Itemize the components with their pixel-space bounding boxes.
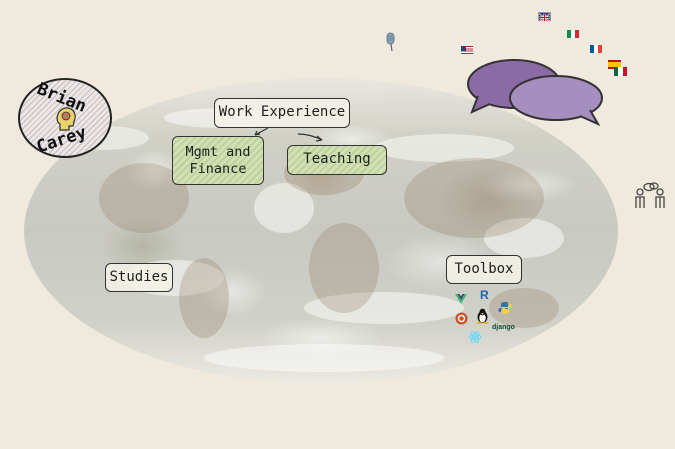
vue-icon[interactable] bbox=[455, 290, 467, 304]
mexico-flag-icon[interactable] bbox=[614, 67, 627, 76]
studies-label: Studies bbox=[109, 268, 169, 285]
work-experience-node[interactable]: Work Experience bbox=[214, 98, 350, 128]
r-lang-label: R bbox=[480, 288, 489, 302]
mgmt-finance-label-line1: Mgmt and bbox=[185, 143, 251, 160]
work-experience-label: Work Experience bbox=[218, 104, 346, 121]
python-icon[interactable] bbox=[498, 300, 512, 314]
italy-flag-icon[interactable] bbox=[567, 30, 579, 38]
mgmt-finance-node[interactable]: Mgmt and Finance bbox=[172, 136, 264, 185]
studies-node[interactable]: Studies bbox=[105, 263, 173, 292]
teaching-label: Teaching bbox=[303, 151, 371, 168]
teaching-node[interactable]: Teaching bbox=[287, 145, 387, 175]
linux-tux-icon[interactable] bbox=[476, 308, 489, 324]
django-label: django bbox=[492, 324, 515, 331]
world-map-background bbox=[24, 78, 618, 384]
uk-flag-icon[interactable] bbox=[538, 12, 551, 22]
gear-tool-icon[interactable] bbox=[455, 310, 468, 325]
toolbox-node[interactable]: Toolbox bbox=[446, 255, 522, 284]
brain-head-icon bbox=[56, 107, 76, 131]
france-flag-icon[interactable] bbox=[590, 45, 602, 53]
r-lang-icon[interactable]: R bbox=[480, 288, 494, 302]
people-talking-icon[interactable] bbox=[632, 182, 668, 210]
brian-carey-logo[interactable]: Brian Carey bbox=[18, 78, 112, 158]
microphone-icon[interactable] bbox=[384, 32, 398, 52]
speech-bubbles-icon[interactable] bbox=[462, 56, 607, 126]
toolbox-label: Toolbox bbox=[454, 260, 514, 277]
mgmt-finance-label-line2: Finance bbox=[189, 160, 247, 177]
django-icon[interactable]: django bbox=[492, 324, 515, 331]
react-icon[interactable] bbox=[468, 329, 482, 343]
us-flag-icon[interactable] bbox=[461, 46, 473, 54]
